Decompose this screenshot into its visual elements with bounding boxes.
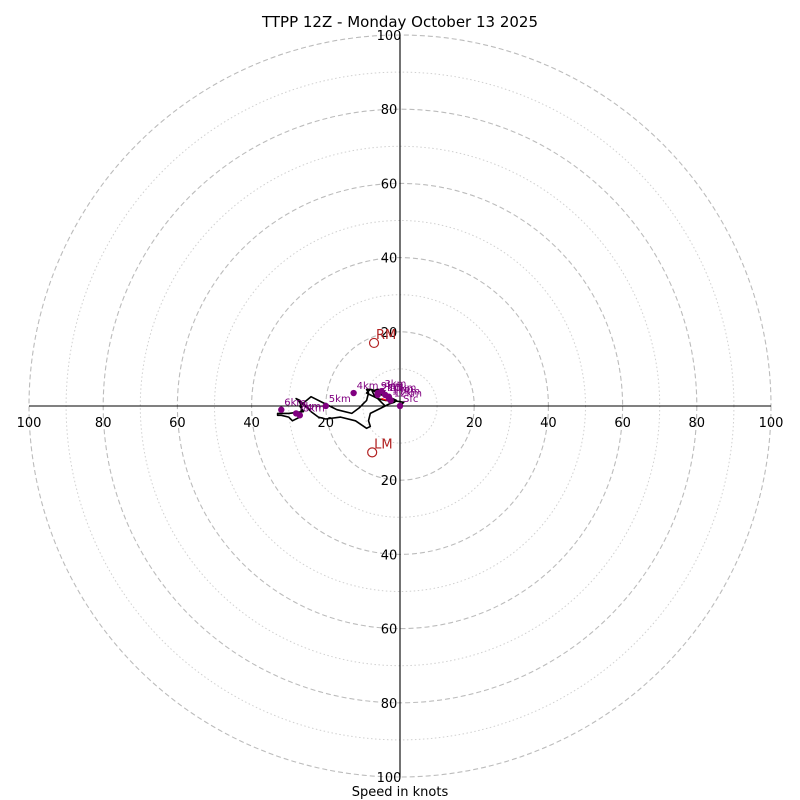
x-tick-label: 60 <box>614 416 631 431</box>
x-tick-label: 20 <box>318 416 335 431</box>
y-tick-label: 40 <box>381 252 398 267</box>
height-marker-label: 12km <box>394 388 422 399</box>
x-tick-label: 80 <box>95 416 112 431</box>
axis-tick-labels: 20 20 20 20 40 40 40 40 60 60 60 60 80 80 80 80 100 100 10… <box>17 29 784 786</box>
y-tick-label: 80 <box>381 697 398 712</box>
y-tick-label: 100 <box>377 29 402 44</box>
y-tick-label: 20 <box>381 474 398 489</box>
storm-motion-point <box>367 447 378 458</box>
storm-motion-label: LM <box>374 437 392 452</box>
height-marker-label: 1km <box>392 385 414 396</box>
height-marker-label: 4km <box>357 381 379 392</box>
height-marker-label: 2km <box>381 383 403 394</box>
storm-motion-label: RM <box>376 328 396 343</box>
y-tick-label: 80 <box>381 103 398 118</box>
y-tick-label: 100 <box>377 771 402 786</box>
x-tick-label: 100 <box>17 416 42 431</box>
height-marker-label: 8km <box>303 403 325 414</box>
storm-motion-markers: RM LM <box>367 328 396 458</box>
x-tick-label: 80 <box>689 416 706 431</box>
height-marker-label: 5km <box>329 394 351 405</box>
height-marker-point <box>396 402 404 410</box>
y-tick-label: 20 <box>381 326 398 341</box>
height-marker-label: 7km <box>299 401 321 412</box>
x-tick-label: 100 <box>759 416 784 431</box>
height-marker-label: 3km <box>384 379 406 390</box>
height-marker-point <box>374 389 381 397</box>
height-marker-label: 9km <box>381 381 403 392</box>
height-marker-label: 11km <box>392 387 420 398</box>
x-tick-label: 40 <box>243 416 260 431</box>
x-tick-label: 20 <box>466 416 483 431</box>
x-tick-label: 40 <box>540 416 557 431</box>
y-tick-label: 40 <box>381 548 398 563</box>
x-tick-label: 60 <box>169 416 186 431</box>
height-marker-point <box>278 406 285 413</box>
height-marker-label: 10km <box>388 383 416 394</box>
y-tick-label: 60 <box>381 623 398 638</box>
x-axis-label: Speed in knots <box>352 785 449 800</box>
height-marker-point <box>350 389 357 397</box>
height-marker-point <box>296 412 304 419</box>
y-tick-label: 60 <box>381 177 398 192</box>
chart-title: TTPP 12Z - Monday October 13 2025 <box>261 13 538 31</box>
height-marker-point <box>387 397 394 404</box>
storm-motion-point <box>368 337 380 349</box>
height-marker-label: 6km <box>284 398 306 409</box>
height-marker-point <box>322 402 329 410</box>
height-marker-label: Sfc <box>403 394 418 405</box>
